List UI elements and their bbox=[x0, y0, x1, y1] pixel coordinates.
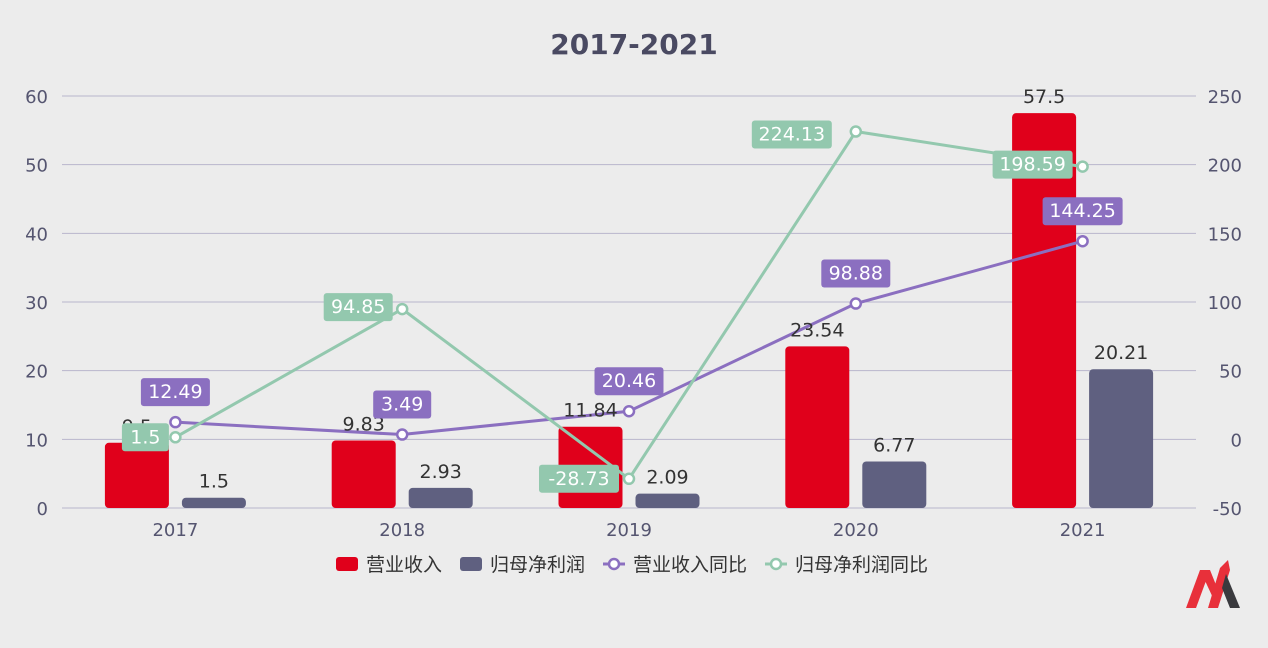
line-layer bbox=[169, 125, 1089, 486]
x-tick-label: 2018 bbox=[379, 520, 425, 541]
chart-title: 2017-2021 bbox=[550, 28, 717, 61]
line-data-label: 20.46 bbox=[602, 370, 656, 392]
bar bbox=[104, 442, 169, 508]
bar bbox=[331, 440, 396, 508]
bar bbox=[635, 493, 700, 508]
bar-data-label: 9.83 bbox=[343, 414, 385, 436]
line-marker bbox=[849, 297, 863, 310]
bar-data-label: 1.5 bbox=[199, 471, 229, 493]
bar bbox=[785, 346, 850, 508]
y-left-tick-label: 30 bbox=[25, 293, 48, 314]
x-tick-label: 2021 bbox=[1060, 520, 1106, 541]
y-right-tick-label: 150 bbox=[1208, 224, 1242, 245]
legend-label: 归母净利润同比 bbox=[795, 554, 928, 576]
line-data-label: 3.49 bbox=[381, 394, 423, 416]
axis-layer: 0 10 20 30 40 50 60 -50 0 50 100 150 200 250 2017 2018 2… bbox=[25, 87, 1242, 541]
line-data-label: -28.73 bbox=[548, 468, 609, 490]
bar-data-label: 2.93 bbox=[420, 461, 462, 483]
line-marker bbox=[395, 302, 409, 316]
y-left-tick-label: 20 bbox=[25, 362, 48, 383]
x-tick-label: 2020 bbox=[833, 520, 879, 541]
line-data-label-box bbox=[594, 367, 664, 396]
y-left-tick-label: 10 bbox=[25, 430, 48, 451]
line-data-label-box bbox=[140, 378, 210, 407]
line-marker bbox=[1076, 234, 1089, 248]
line-data-label-box bbox=[1042, 197, 1123, 226]
label-layer: 9.59.8311.8423.5457.51.52.932.096.7720.2… bbox=[121, 86, 1148, 493]
series-line bbox=[174, 129, 1083, 481]
bar bbox=[1089, 369, 1154, 508]
line-marker bbox=[1076, 160, 1089, 173]
legend-label: 营业收入 bbox=[366, 554, 442, 576]
bar-data-label: 2.09 bbox=[646, 467, 688, 489]
legend: 营业收入 归母净利润 营业收入同比 归母净利润同比 bbox=[336, 554, 928, 576]
y-right-tick-label: 0 bbox=[1231, 430, 1242, 451]
line-data-label: 98.88 bbox=[829, 263, 883, 285]
legend-label: 营业收入同比 bbox=[633, 554, 747, 576]
brand-logo-icon bbox=[1186, 560, 1240, 608]
line-marker bbox=[622, 472, 636, 486]
bar bbox=[408, 487, 473, 508]
line-data-label: 12.49 bbox=[148, 381, 202, 403]
line-data-label-box bbox=[992, 150, 1073, 179]
line-data-label: 94.85 bbox=[331, 296, 385, 318]
bar-data-label: 20.21 bbox=[1094, 342, 1148, 364]
y-right-tick-label: 100 bbox=[1208, 293, 1242, 314]
y-left-tick-label: 40 bbox=[25, 224, 48, 245]
y-right-tick-label: -50 bbox=[1213, 499, 1242, 520]
y-right-tick-label: 50 bbox=[1219, 362, 1242, 383]
bar-data-label: 6.77 bbox=[873, 435, 915, 457]
line-marker bbox=[395, 428, 409, 441]
bar-data-label: 57.5 bbox=[1023, 86, 1065, 108]
line-marker bbox=[169, 431, 182, 444]
line-data-label-box bbox=[323, 293, 393, 322]
y-right-tick-label: 200 bbox=[1208, 156, 1242, 177]
y-left-tick-label: 60 bbox=[25, 87, 48, 108]
line-marker bbox=[849, 125, 863, 138]
line-data-label: 224.13 bbox=[759, 124, 825, 146]
line-data-label: 144.25 bbox=[1049, 200, 1115, 222]
x-tick-label: 2019 bbox=[606, 520, 652, 541]
y-right-tick-label: 250 bbox=[1208, 87, 1242, 108]
legend-swatch bbox=[336, 557, 358, 571]
line-marker bbox=[169, 415, 182, 429]
line-data-label: 1.5 bbox=[130, 426, 160, 448]
legend-swatch-marker bbox=[607, 557, 621, 571]
line-data-label-box bbox=[121, 423, 169, 452]
bar-data-label: 23.54 bbox=[790, 319, 844, 341]
bar bbox=[862, 461, 927, 508]
line-data-label: 198.59 bbox=[999, 154, 1065, 176]
bar bbox=[181, 497, 246, 508]
line-data-label-box bbox=[539, 464, 619, 493]
bar-data-label: 11.84 bbox=[563, 400, 617, 422]
line-data-label-box bbox=[373, 390, 432, 419]
y-left-tick-label: 0 bbox=[37, 499, 48, 520]
line-data-label-box bbox=[821, 259, 891, 288]
legend-label: 归母净利润 bbox=[490, 554, 585, 576]
line-data-label-box bbox=[751, 120, 832, 149]
line-marker bbox=[622, 404, 636, 418]
x-tick-label: 2017 bbox=[152, 520, 198, 541]
y-left-tick-label: 50 bbox=[25, 156, 48, 177]
legend-swatch bbox=[460, 557, 482, 571]
legend-swatch-marker bbox=[769, 557, 783, 571]
